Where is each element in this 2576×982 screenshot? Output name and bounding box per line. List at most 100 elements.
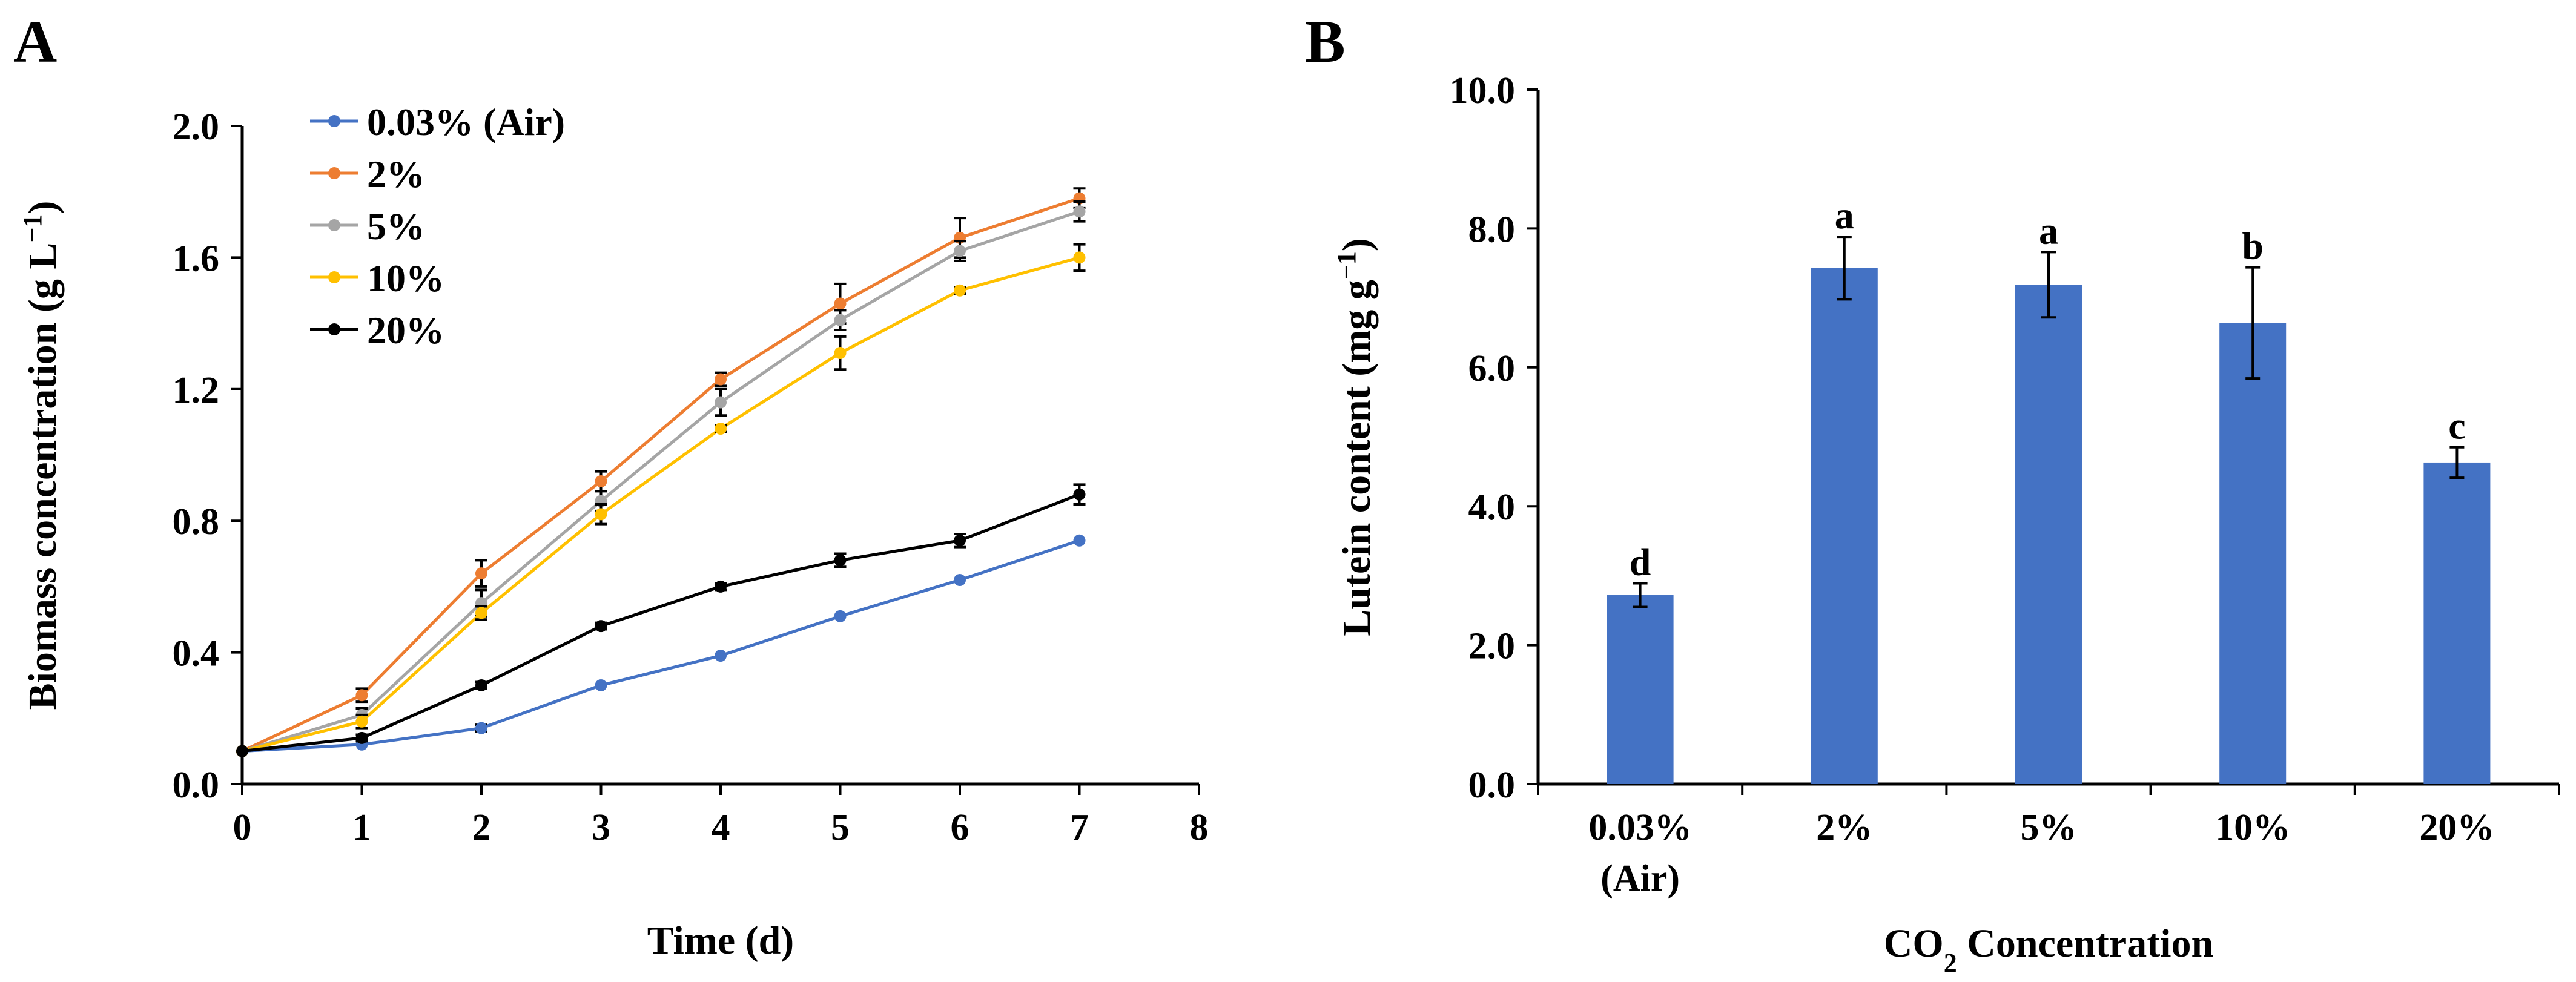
panel-a-series xyxy=(236,187,1086,757)
panel-b-y-ticks: 0.0 2.0 4.0 6.0 8.0 10.0 xyxy=(1450,70,1538,806)
series-line xyxy=(242,209,1080,753)
x-tick-label: 4 xyxy=(712,807,730,848)
series-line xyxy=(242,255,1080,753)
data-point xyxy=(355,689,368,702)
significance-letter: d xyxy=(1630,541,1651,584)
data-point xyxy=(715,396,727,409)
bar xyxy=(2219,323,2287,784)
legend-label: 2% xyxy=(367,153,425,196)
x-tick-label: 3 xyxy=(592,807,610,848)
panel-b: B 0.0 2.0 4.0 6.0 8.0 10.0 d a a b c 0.03% (Air) 2%… xyxy=(1305,8,2560,978)
data-point xyxy=(1073,205,1086,218)
bar xyxy=(2015,285,2082,784)
y-tick-label: 0.0 xyxy=(173,765,220,806)
series-line xyxy=(242,539,1080,753)
series-5 xyxy=(236,483,1086,757)
panel-a-y-axis-label: Biomass concentration (g L−1) xyxy=(18,201,65,710)
legend-marker xyxy=(328,219,340,231)
x-tick-label: 6 xyxy=(951,807,969,848)
data-point xyxy=(595,620,607,633)
data-point xyxy=(355,715,368,728)
series-line xyxy=(241,197,1080,753)
data-point xyxy=(595,508,607,521)
panel-a-y-ticks: 0.0 0.4 0.8 1.2 1.6 2.0 xyxy=(173,107,242,806)
bar-group-2: a xyxy=(1811,194,1878,784)
data-point xyxy=(475,567,487,580)
data-point xyxy=(715,580,727,593)
y-tick-label: 0.0 xyxy=(1468,765,1516,806)
legend-marker xyxy=(328,115,340,127)
data-point xyxy=(236,745,248,757)
panel-b-y-axis-label: Lutein content (mg g−1) xyxy=(1332,238,1379,636)
x-tick-label: (Air) xyxy=(1600,858,1680,899)
panel-a-x-ticks: 0 1 2 3 4 5 6 7 8 xyxy=(233,784,1209,848)
panel-b-x-axis-label: CO2 Concentration xyxy=(1884,921,2213,978)
data-point xyxy=(954,574,966,587)
data-point xyxy=(1073,251,1086,264)
data-point xyxy=(834,610,847,622)
legend-label: 10% xyxy=(367,257,444,300)
data-point xyxy=(355,731,368,744)
bar-group-5: c xyxy=(2423,404,2491,784)
data-point xyxy=(954,284,966,297)
bar-group-3: a xyxy=(2015,209,2082,784)
data-point xyxy=(834,347,847,360)
data-point xyxy=(475,722,487,734)
x-tick-label: 2% xyxy=(1816,807,1872,848)
y-tick-label: 10.0 xyxy=(1450,70,1516,111)
y-tick-label: 2.0 xyxy=(173,107,220,148)
x-tick-label: 7 xyxy=(1070,807,1089,848)
y-tick-label: 0.4 xyxy=(173,633,220,674)
x-tick-label: 0 xyxy=(233,807,252,848)
panel-b-bars: d a a b c xyxy=(1607,194,2491,784)
series-1 xyxy=(236,534,1086,757)
x-tick-label: 5 xyxy=(831,807,850,848)
significance-letter: a xyxy=(2039,209,2058,252)
panel-a-legend: 0.03% (Air) 2% 5% 10% 20% xyxy=(310,101,565,352)
data-point xyxy=(475,607,487,619)
panel-b-x-ticks: 0.03% (Air) 2% 5% 10% 20% xyxy=(1537,784,2560,899)
data-point xyxy=(954,245,966,257)
bar xyxy=(1811,268,1878,784)
bar-group-1: d xyxy=(1607,541,1674,784)
bar xyxy=(2423,462,2491,784)
y-tick-label: 1.6 xyxy=(173,238,220,279)
legend-label: 5% xyxy=(367,205,425,248)
data-point xyxy=(1073,534,1086,547)
data-point xyxy=(1073,488,1086,501)
panel-a-x-axis-label: Time (d) xyxy=(647,918,794,963)
data-point xyxy=(595,679,607,691)
series-4 xyxy=(236,243,1086,757)
legend-label: 20% xyxy=(367,309,444,352)
x-tick-label: 2 xyxy=(472,807,491,848)
y-tick-label: 4.0 xyxy=(1468,487,1516,528)
data-point xyxy=(834,554,847,567)
bar-group-4: b xyxy=(2219,225,2287,784)
x-tick-label: 20% xyxy=(2419,807,2494,848)
data-point xyxy=(715,650,727,662)
y-tick-label: 6.0 xyxy=(1468,348,1516,389)
data-point xyxy=(834,297,847,310)
legend-marker xyxy=(328,271,340,283)
series-line xyxy=(242,493,1080,753)
legend-marker xyxy=(328,323,340,335)
x-tick-label: 0.03% xyxy=(1588,807,1692,848)
panel-b-label: B xyxy=(1305,8,1346,75)
data-point xyxy=(595,475,607,487)
y-tick-label: 1.2 xyxy=(173,370,220,411)
data-point xyxy=(834,314,847,326)
x-tick-label: 10% xyxy=(2215,807,2290,848)
data-point xyxy=(715,373,727,386)
x-tick-label: 8 xyxy=(1190,807,1209,848)
series-2 xyxy=(236,187,1086,757)
y-tick-label: 2.0 xyxy=(1468,626,1516,667)
significance-letter: a xyxy=(1835,194,1854,237)
legend-label: 0.03% (Air) xyxy=(367,101,565,143)
x-tick-label: 5% xyxy=(2021,807,2077,848)
y-tick-label: 8.0 xyxy=(1468,209,1516,250)
panel-a-label: A xyxy=(13,8,57,75)
data-point xyxy=(954,534,966,547)
bar xyxy=(1607,595,1674,784)
